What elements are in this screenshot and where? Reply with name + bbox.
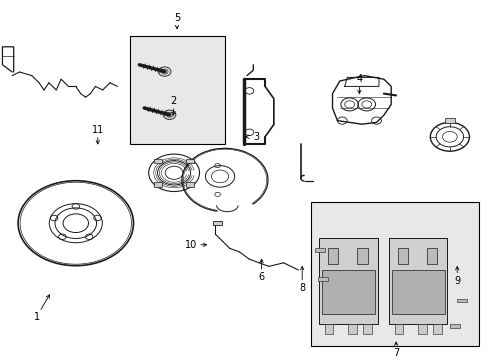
Circle shape bbox=[161, 69, 168, 74]
Bar bbox=[426, 248, 437, 264]
Bar bbox=[317, 277, 327, 281]
Bar bbox=[324, 324, 333, 334]
Bar bbox=[154, 182, 162, 186]
Bar bbox=[388, 238, 447, 324]
Text: 9: 9 bbox=[453, 276, 459, 286]
Text: 4: 4 bbox=[356, 74, 362, 84]
Bar bbox=[185, 159, 193, 163]
Text: 10: 10 bbox=[184, 240, 197, 250]
Circle shape bbox=[163, 110, 176, 120]
Text: 3: 3 bbox=[253, 132, 259, 142]
Bar bbox=[318, 238, 377, 324]
Text: 8: 8 bbox=[299, 283, 305, 293]
Bar bbox=[362, 324, 371, 334]
Bar bbox=[327, 248, 338, 264]
Bar bbox=[449, 324, 459, 328]
Text: 1: 1 bbox=[34, 312, 40, 322]
Bar bbox=[129, 36, 224, 144]
Text: 6: 6 bbox=[258, 272, 264, 282]
Bar bbox=[444, 118, 454, 123]
Bar bbox=[432, 324, 441, 334]
Bar bbox=[397, 248, 407, 264]
Bar bbox=[310, 202, 478, 346]
Text: 7: 7 bbox=[392, 348, 398, 358]
Circle shape bbox=[158, 67, 171, 76]
Text: 5: 5 bbox=[174, 13, 180, 23]
Bar bbox=[347, 324, 356, 334]
Bar bbox=[394, 324, 403, 334]
Bar bbox=[212, 221, 221, 225]
Bar bbox=[321, 270, 374, 314]
Text: 11: 11 bbox=[91, 125, 104, 135]
Bar bbox=[417, 324, 426, 334]
Bar bbox=[456, 299, 466, 302]
Bar bbox=[185, 182, 193, 186]
Text: 2: 2 bbox=[170, 96, 176, 106]
Bar bbox=[356, 248, 367, 264]
Bar bbox=[391, 270, 444, 314]
Bar bbox=[315, 248, 325, 252]
Circle shape bbox=[166, 112, 173, 117]
Bar bbox=[154, 159, 162, 163]
